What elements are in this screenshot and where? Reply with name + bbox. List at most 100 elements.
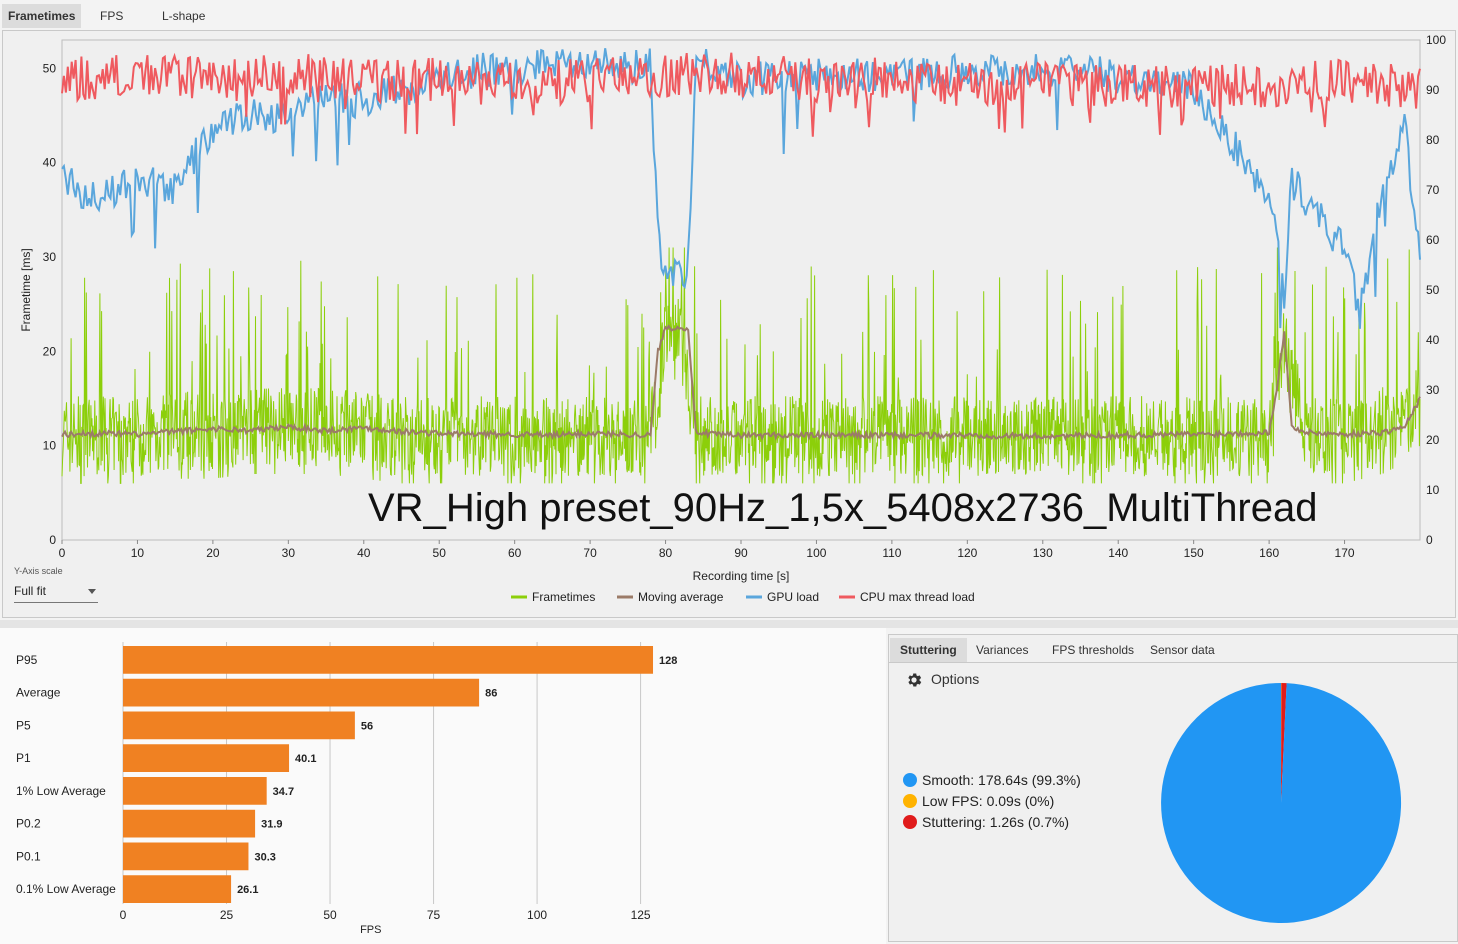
y-tick-label: 20 <box>43 344 57 358</box>
bar-category-label: P0.2 <box>16 817 41 831</box>
bar-value-label: 34.7 <box>273 786 294 798</box>
fps-bar <box>123 744 290 772</box>
fps-bar <box>123 646 654 674</box>
bar-category-label: 1% Low Average <box>16 784 106 798</box>
tab-l-shape[interactable]: L-shape <box>162 9 206 23</box>
y2-tick-label: 50 <box>1426 283 1440 297</box>
y-tick-label: 0 <box>49 533 56 547</box>
y-tick-label: 30 <box>43 250 57 264</box>
fps-bar <box>123 711 355 740</box>
fps-bar <box>123 875 232 903</box>
tab-frametimes[interactable]: Frametimes <box>2 4 82 28</box>
bar-value-label: 56 <box>361 720 373 732</box>
x-tick-label: 40 <box>357 546 371 560</box>
tab-stuttering[interactable]: Stuttering <box>890 638 967 662</box>
y2-tick-label: 60 <box>1426 233 1440 247</box>
frametimes-series-line <box>61 247 1421 484</box>
y-tick-label: 10 <box>43 439 57 453</box>
legend-stuttering-value: 1.26s (0.7%) <box>989 814 1070 830</box>
y2-tick-label: 30 <box>1426 383 1440 397</box>
frametime-chart: 0 10 20 30 40 50 60 70 80 90 100 110 120 130 140 150 160… <box>19 33 1446 604</box>
y2-tick-label: 40 <box>1426 333 1440 347</box>
pie-slice-smooth <box>1161 683 1402 923</box>
legend-smooth-value: 178.64s (99.3%) <box>978 772 1081 788</box>
fps-bar <box>123 777 267 805</box>
y2-tick-label: 10 <box>1426 483 1440 497</box>
tab-fps-thresholds[interactable]: FPS thresholds <box>1052 643 1135 657</box>
bar-x-axis-label: FPS <box>360 924 381 936</box>
y-axis-label: Frametime [ms] <box>19 248 33 331</box>
legend-low-fps: Low FPS: 0.09s (0%) <box>903 793 1054 809</box>
x-axis-label: Recording time [s] <box>693 569 790 583</box>
bar-category-label: Average <box>16 686 61 700</box>
legend-low-fps-value: 0.09s (0%) <box>986 793 1055 809</box>
bar-x-tick-label: 50 <box>323 908 337 922</box>
y-tick-label: 40 <box>43 156 57 170</box>
legend-label: Frametimes <box>532 590 595 604</box>
bar-x-tick-label: 0 <box>120 908 127 922</box>
bar-value-label: 26.1 <box>237 884 258 896</box>
chevron-down-icon <box>88 589 96 594</box>
legend-low-fps-label: Low FPS: <box>922 793 983 809</box>
stuttering-panel: Stuttering Variances FPS thresholds Sens… <box>888 634 1458 942</box>
x-tick-label: 10 <box>131 546 145 560</box>
legend-label: GPU load <box>767 590 819 604</box>
legend-item-moving-average: Moving average <box>617 590 724 604</box>
legend-smooth: Smooth: 178.64s (99.3%) <box>903 772 1081 788</box>
pie-slice-stuttering <box>1281 683 1287 803</box>
x-tick-label: 160 <box>1259 546 1279 560</box>
cpu-max-thread-load-series-line <box>61 52 1421 137</box>
x-tick-label: 120 <box>957 546 977 560</box>
x-tick-label: 90 <box>734 546 748 560</box>
legend-label: Moving average <box>638 590 724 604</box>
y2-tick-label: 90 <box>1426 83 1440 97</box>
x-tick-label: 130 <box>1033 546 1053 560</box>
x-tick-label: 140 <box>1108 546 1128 560</box>
chart-title: VR_High preset_90Hz_1,5x_5408x2736_Multi… <box>368 486 1318 530</box>
gear-icon <box>908 673 922 687</box>
y2-tick-label: 0 <box>1426 533 1433 547</box>
x-tick-label: 110 <box>882 546 901 560</box>
moving-average-series-line <box>61 324 1421 442</box>
bar-category-label: P95 <box>16 653 38 667</box>
legend-stuttering-label: Stuttering: <box>922 814 986 830</box>
bar-value-label: 40.1 <box>295 753 316 765</box>
x-tick-label: 60 <box>508 546 522 560</box>
x-tick-label: 0 <box>59 546 66 560</box>
legend-item-cpu-max-thread-load: CPU max thread load <box>839 590 975 604</box>
bar-value-label: 30.3 <box>254 851 275 863</box>
tab-variances[interactable]: Variances <box>976 643 1029 657</box>
options-label: Options <box>931 671 980 687</box>
y-axis-scale-label: Y-Axis scale <box>14 566 63 576</box>
bar-category-label: P5 <box>16 718 31 732</box>
tab-sensor-data[interactable]: Sensor data <box>1150 643 1215 657</box>
fps-bar-chart: 128 86 56 40.1 34.7 31.9 30.3 26.1 0 25 50 75 100 12… <box>16 642 677 936</box>
legend-smooth-label: Smooth: <box>922 772 975 788</box>
stuttering-swatch <box>903 815 917 829</box>
x-tick-label: 30 <box>282 546 296 560</box>
fps-bar <box>123 678 480 707</box>
low-fps-swatch <box>903 794 917 808</box>
x-tick-label: 170 <box>1335 546 1355 560</box>
legend-label: CPU max thread load <box>860 590 975 604</box>
bar-value-label: 128 <box>659 655 677 667</box>
smooth-swatch <box>903 773 917 787</box>
bar-value-label: 86 <box>485 688 497 700</box>
bar-category-label: P1 <box>16 751 31 765</box>
stuttering-pie-chart <box>1161 682 1402 923</box>
y2-tick-label: 20 <box>1426 433 1440 447</box>
options-button[interactable]: Options <box>905 671 979 689</box>
y-axis-scale-dropdown[interactable]: Full fit <box>14 580 98 603</box>
bar-category-label: P0.1 <box>16 849 41 863</box>
y2-tick-label: 80 <box>1426 133 1440 147</box>
y-tick-label: 50 <box>43 61 57 75</box>
tab-fps[interactable]: FPS <box>100 9 124 23</box>
x-tick-label: 100 <box>806 546 826 560</box>
x-tick-label: 20 <box>206 546 220 560</box>
bar-category-label: 0.1% Low Average <box>16 882 116 896</box>
fps-bar <box>123 809 256 838</box>
x-tick-label: 150 <box>1184 546 1204 560</box>
bar-x-tick-label: 75 <box>427 908 441 922</box>
bar-x-tick-label: 25 <box>220 908 234 922</box>
panel-divider[interactable] <box>0 620 1458 628</box>
